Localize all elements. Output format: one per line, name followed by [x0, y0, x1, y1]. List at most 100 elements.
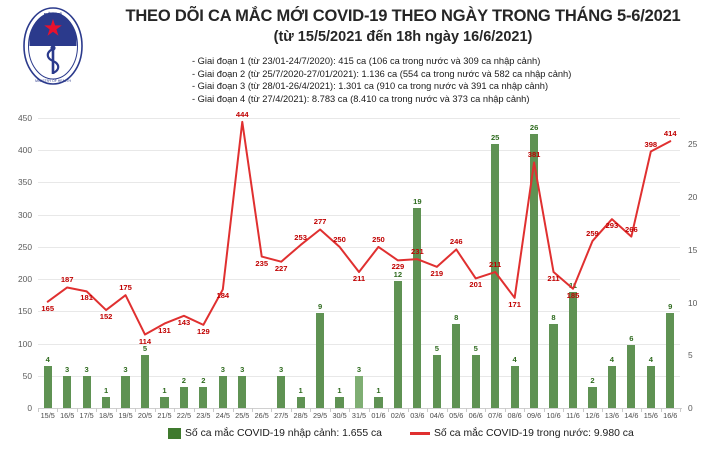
left-axis-tick: 200 [18, 274, 32, 285]
bar [549, 323, 558, 408]
line-series-domestic-cases: 165 187 181 152 175 114 131 143 129 184 444 235 227 2… [38, 110, 680, 408]
bar [471, 355, 480, 408]
bar [238, 376, 247, 408]
x-axis-label: 08/6 [507, 411, 522, 420]
line-value-label: 293 [605, 221, 619, 231]
plot-area: 4 3 3 1 3 5 1 2 2 3 3 3 1 9 1 3 1 12 19 5 8 5 25 4 26 8 11 2 4 6 4 9 16… [38, 110, 680, 409]
category-axis-labels: 15/5 16/5 17/5 18/5 19/5 20/5 21/5 22/5 23/5 24/5… [38, 411, 682, 427]
line-value-label: 187 [60, 275, 74, 285]
line-value-label: 250 [333, 234, 346, 244]
line-value-label: 211 [547, 274, 560, 284]
gridline [38, 150, 680, 152]
bar-value-label: 2 [181, 375, 187, 385]
bar [296, 397, 305, 408]
ministry-of-health-logo-icon: BỘ Y TẾ MINISTRY OF HEALTH [23, 7, 83, 85]
x-axis-label: 14/6 [624, 411, 639, 420]
x-axis-tick [96, 408, 98, 412]
line-value-label: 414 [663, 129, 677, 139]
bar-value-label: 4 [609, 354, 615, 364]
right-axis-tick: 15 [688, 244, 698, 255]
bar-value-label: 1 [162, 386, 167, 396]
x-axis-label: 07/6 [488, 411, 503, 420]
x-axis-tick [660, 408, 662, 412]
x-axis-tick [602, 408, 604, 412]
x-axis-tick [174, 408, 176, 412]
line-value-label: 175 [119, 283, 132, 293]
x-axis-label: 20/5 [137, 411, 153, 420]
bar-value-label: 3 [123, 365, 128, 375]
bar [335, 397, 344, 408]
line-value-label: 229 [391, 262, 405, 272]
bar [432, 355, 441, 408]
bar [354, 376, 364, 408]
legend-swatch-red-icon [410, 432, 430, 435]
page-title: THEO DÕI CA MẮC MỚI COVID-19 THEO NGÀY T… [125, 7, 681, 25]
bar [82, 376, 91, 408]
x-axis-tick [427, 408, 429, 412]
line-value-label: 181 [80, 293, 93, 303]
x-axis-tick [232, 408, 234, 412]
line-value-label: 114 [138, 336, 152, 346]
x-axis-label: 16/6 [663, 411, 678, 420]
right-axis-tick: 25 [688, 139, 698, 150]
phase-item-2: - Giai đoạn 2 (từ 25/7/2020-27/01/2021):… [192, 68, 572, 79]
line-value-label: 211 [489, 260, 502, 270]
x-axis-tick [115, 408, 117, 412]
bar [43, 365, 52, 408]
bar-value-label: 5 [434, 344, 439, 354]
bar-value-label: 9 [668, 302, 673, 312]
x-axis-label: 21/5 [157, 411, 172, 420]
bar-value-label: 5 [142, 344, 148, 354]
bar [568, 292, 578, 408]
x-axis-label: 09/6 [526, 411, 542, 420]
gridline [38, 182, 680, 184]
left-value-axis: 0 50 100 150 200 250 300 350 400 450 [0, 114, 36, 412]
bar [666, 313, 675, 408]
bar-value-label: 4 [648, 354, 653, 364]
bar [452, 323, 461, 408]
x-axis-tick [154, 408, 156, 412]
left-axis-tick: 0 [27, 403, 32, 413]
line-value-label: 129 [197, 326, 210, 336]
line-value-label: 231 [411, 247, 424, 257]
x-axis-tick [524, 408, 526, 412]
x-axis-tick [680, 408, 681, 412]
bar-value-label: 26 [529, 122, 539, 132]
right-value-axis: 0 5 10 15 20 25 [682, 118, 718, 412]
x-axis-label: 13/6 [604, 411, 619, 420]
x-axis-label: 24/5 [215, 411, 230, 420]
x-axis-tick [504, 408, 506, 412]
bar [588, 386, 597, 408]
bar-value-label: 1 [298, 386, 303, 396]
x-axis-label: 10/6 [546, 411, 561, 420]
line-value-label: 143 [177, 317, 191, 327]
right-axis-tick: 20 [688, 192, 698, 203]
svg-text:BỘ Y TẾ: BỘ Y TẾ [44, 10, 62, 17]
x-axis-label: 01/6 [371, 411, 386, 420]
bar [413, 207, 422, 408]
right-axis-tick: 10 [688, 297, 698, 308]
bar-value-label: 3 [240, 365, 245, 375]
chart-legend: Số ca mắc COVID-19 nhập cảnh: 1.655 ca S… [0, 424, 720, 448]
x-axis-label: 26/5 [254, 411, 269, 420]
left-axis-tick: 250 [18, 241, 32, 252]
bar-value-label: 3 [84, 365, 89, 375]
chart-header: BỘ Y TẾ MINISTRY OF HEALTH THEO DÕI CA M… [0, 0, 720, 108]
gridline [38, 246, 680, 248]
line-value-label: 266 [625, 224, 638, 234]
line-value-label: 219 [430, 268, 444, 278]
bar-value-label: 1 [376, 386, 381, 396]
bar-value-label: 1 [103, 386, 109, 396]
bar-value-label: 2 [590, 375, 595, 385]
line-value-label: 444 [235, 109, 249, 119]
bar-value-label: 4 [45, 354, 50, 364]
svg-text:MINISTRY OF HEALTH: MINISTRY OF HEALTH [35, 79, 71, 83]
x-axis-tick [329, 408, 331, 412]
line-value-label: 235 [255, 258, 269, 268]
x-axis-tick [76, 408, 78, 412]
x-axis-label: 19/5 [118, 411, 133, 420]
bar [160, 397, 169, 408]
gridline [38, 214, 680, 216]
gridline [38, 279, 680, 281]
legend-item-domestic: Số ca mắc COVID-19 trong nước: 9.980 ca [410, 428, 634, 439]
